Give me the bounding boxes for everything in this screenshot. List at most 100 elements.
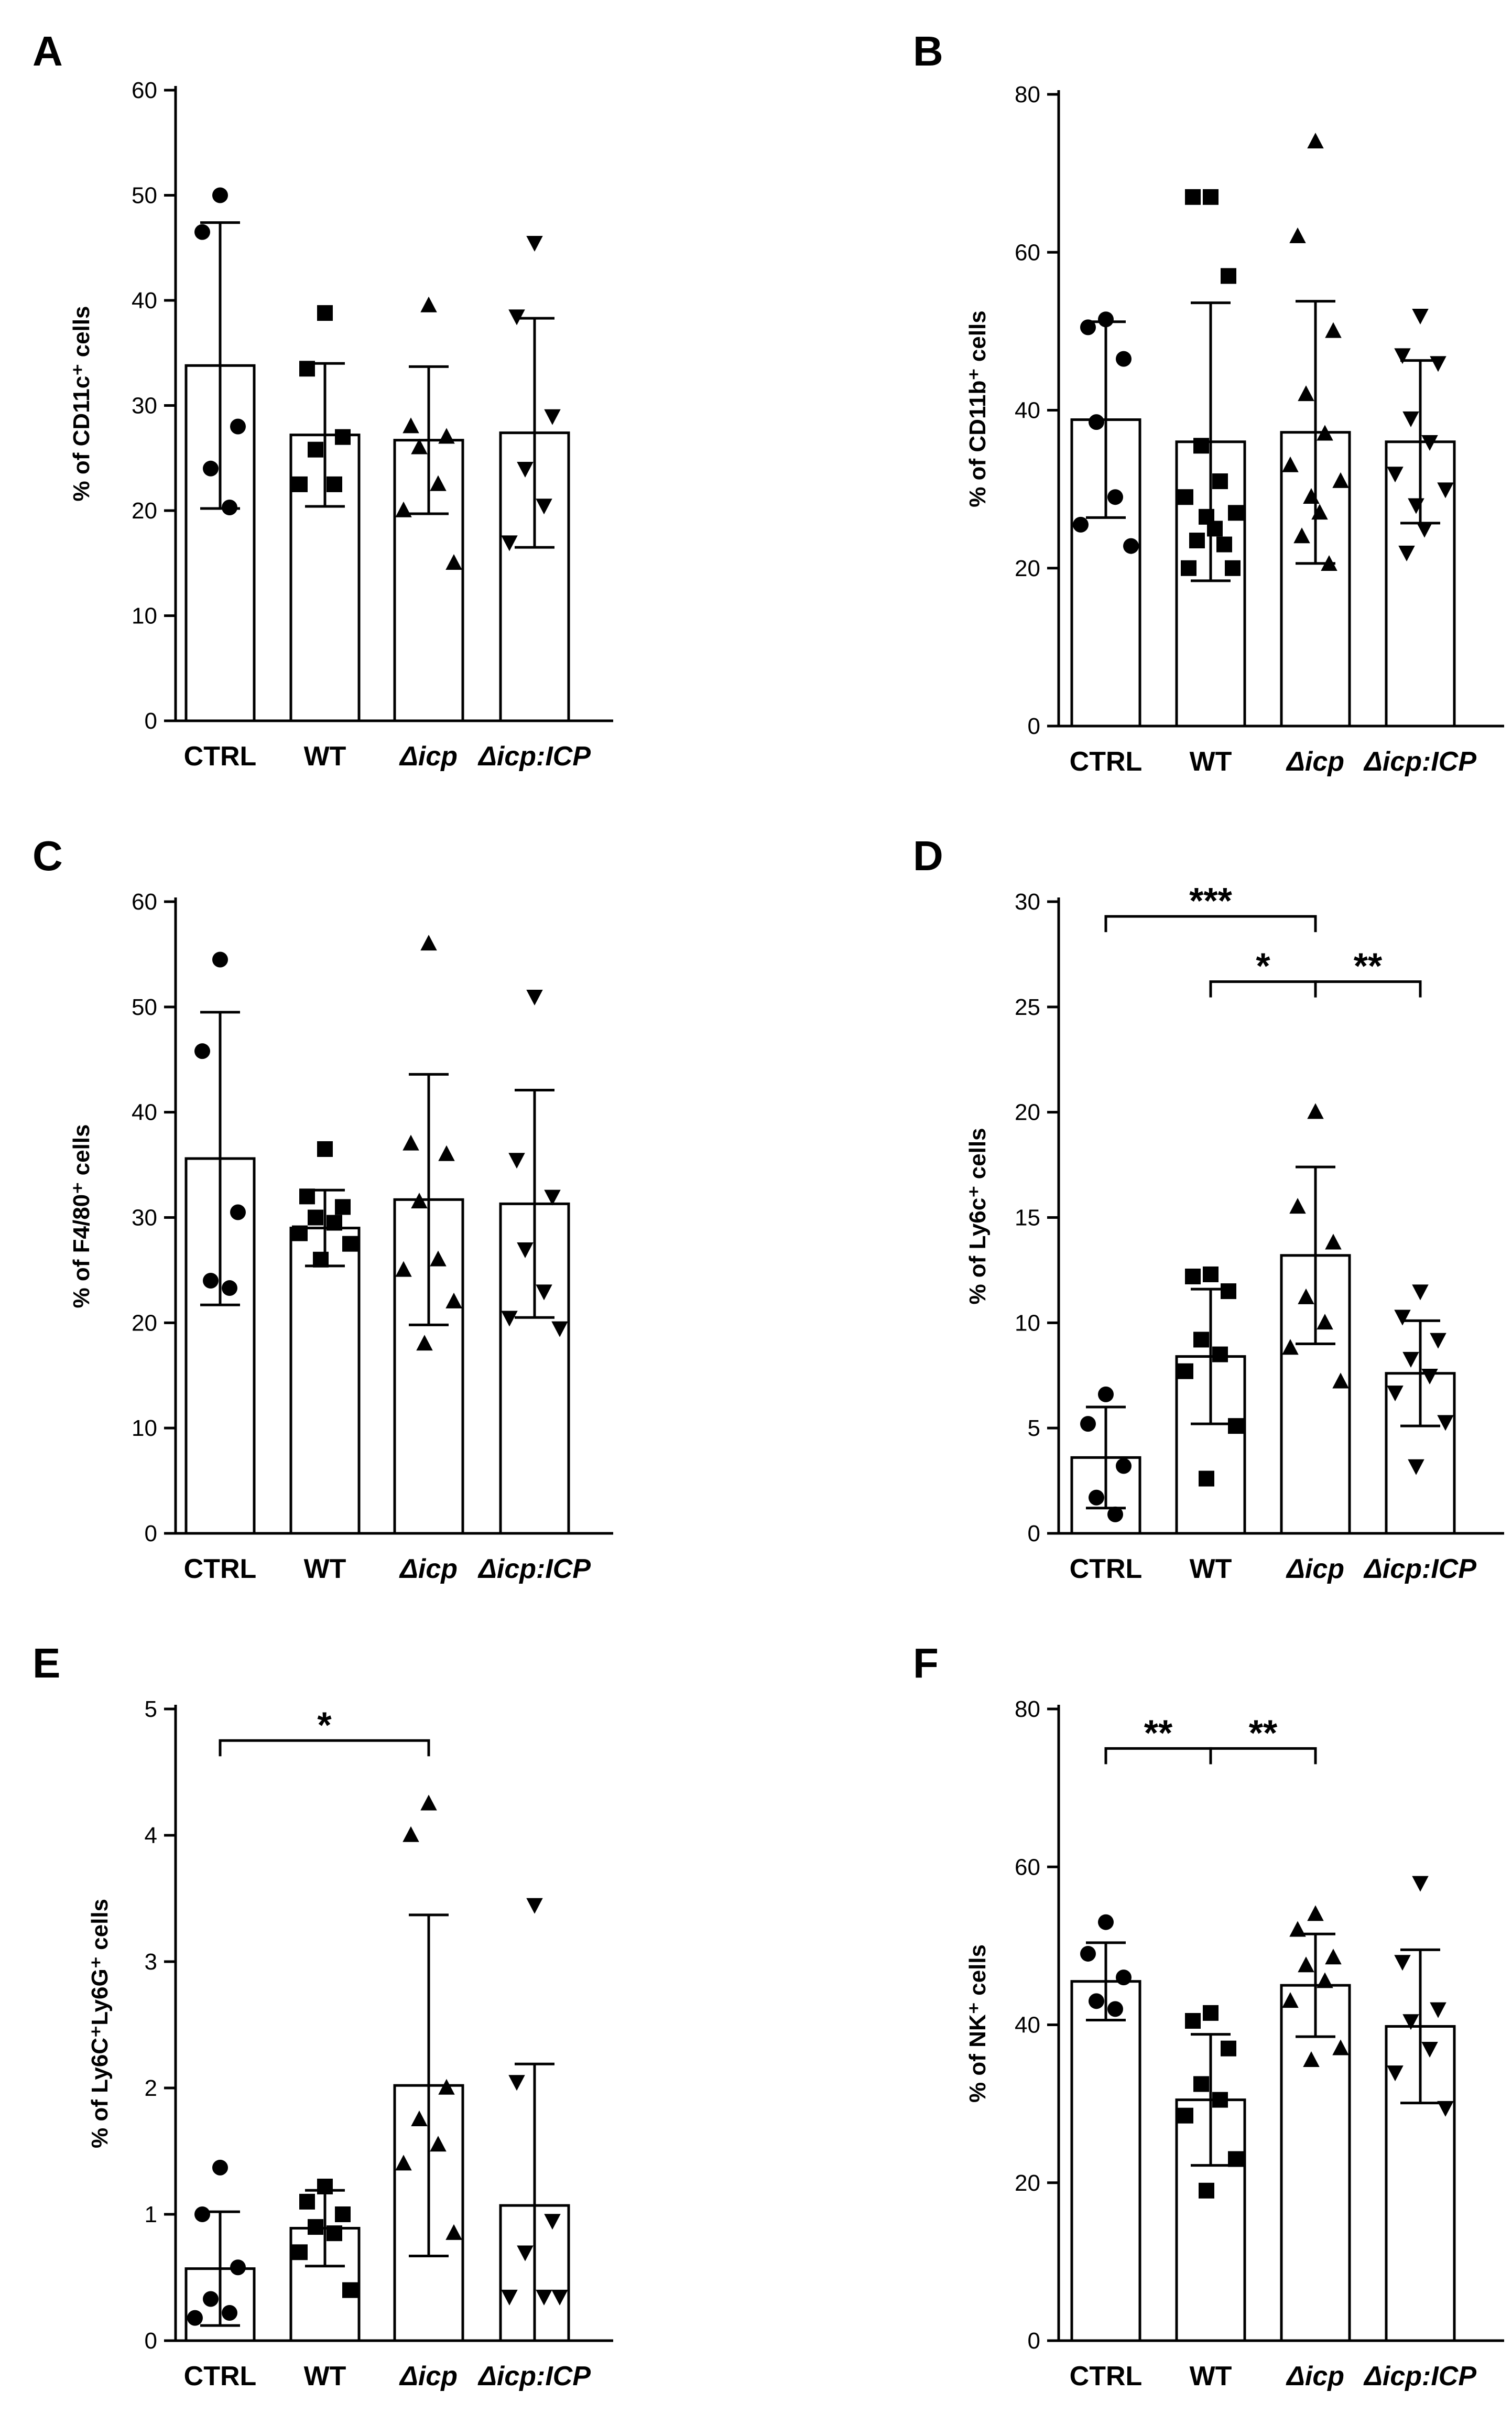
data-point — [1421, 2041, 1438, 2058]
bar-2 — [1280, 1984, 1351, 2342]
data-point — [1289, 227, 1306, 243]
data-point — [1216, 536, 1232, 553]
data-point — [292, 2244, 308, 2260]
data-point — [1080, 1416, 1096, 1432]
panel-letter: C — [32, 832, 63, 879]
data-point — [1437, 482, 1454, 499]
data-point — [517, 1242, 534, 1258]
data-point — [203, 2291, 219, 2307]
data-point — [1412, 1876, 1429, 1892]
data-point — [508, 2075, 525, 2091]
data-point — [1221, 1283, 1236, 1300]
data-point — [212, 187, 228, 203]
data-point — [1178, 2107, 1193, 2124]
panel-letter: D — [913, 832, 943, 879]
y-tick-label: 20 — [1015, 2170, 1040, 2196]
data-point — [1207, 521, 1223, 537]
y-tick-label: 10 — [132, 603, 157, 629]
y-tick-label: 60 — [132, 889, 157, 915]
data-point — [230, 418, 246, 435]
data-point — [1107, 2001, 1123, 2017]
data-point — [1321, 555, 1337, 571]
data-point — [526, 990, 543, 1005]
data-point — [292, 1225, 308, 1241]
x-tick-label: CTRL — [1070, 2361, 1143, 2391]
data-point — [1199, 2182, 1214, 2199]
data-point — [1282, 1992, 1299, 2008]
data-point — [517, 2245, 534, 2261]
data-point — [1185, 189, 1201, 205]
data-point — [317, 305, 333, 321]
data-point — [203, 1273, 219, 1289]
data-point — [1430, 1333, 1446, 1349]
data-point — [420, 935, 437, 951]
y-tick-label: 15 — [1015, 1205, 1040, 1231]
data-point — [1317, 425, 1333, 441]
data-point — [438, 428, 455, 444]
data-point — [1325, 1949, 1342, 1965]
data-point — [1311, 504, 1328, 520]
data-point — [395, 1261, 412, 1277]
data-point — [212, 951, 228, 968]
data-point — [299, 361, 315, 377]
data-point — [1298, 385, 1314, 402]
data-point — [335, 1199, 351, 1215]
data-point — [1437, 1415, 1454, 1431]
data-point — [395, 2155, 412, 2171]
data-point — [1332, 2039, 1349, 2055]
x-tick-label: Δicp:ICP — [477, 741, 591, 772]
data-point — [1116, 351, 1132, 367]
significance-label: ** — [1354, 946, 1383, 987]
y-tick-label: 25 — [1015, 994, 1040, 1020]
y-tick-label: 10 — [132, 1415, 157, 1441]
x-tick-label: Δicp — [1286, 2361, 1344, 2391]
data-point — [1282, 1339, 1299, 1355]
panel-f: F 0 20 40 60 80 % of NK⁺ cells CTRL WT Δicp Δicp:I… — [913, 1640, 1504, 2391]
y-tick-label: 0 — [1028, 2328, 1040, 2354]
data-point — [1307, 133, 1324, 149]
x-tick-label: CTRL — [1070, 1554, 1143, 1584]
data-point — [1282, 456, 1299, 472]
data-point — [317, 1141, 333, 1157]
data-point — [508, 309, 525, 326]
data-point — [194, 1043, 210, 1059]
data-point — [1412, 1284, 1429, 1301]
y-tick-label: 20 — [132, 1310, 157, 1336]
data-point — [395, 501, 412, 517]
data-point — [1212, 1346, 1228, 1362]
y-tick-label: 0 — [1028, 1521, 1040, 1546]
data-point — [1416, 522, 1433, 538]
significance-bracket — [1314, 980, 1422, 998]
data-point — [335, 2206, 351, 2222]
x-tick-label: Δicp:ICP — [1363, 1554, 1476, 1584]
panel-e: E 0 1 2 3 4 5 % of Ly6C⁺Ly6G⁺ cells CTRL WT Δicp Δi… — [32, 1640, 613, 2391]
bar-0 — [1070, 1980, 1141, 2342]
x-tick-label: Δicp — [399, 741, 458, 772]
data-point — [1080, 319, 1096, 336]
data-point — [299, 2193, 315, 2210]
data-point — [1307, 1103, 1324, 1119]
data-point — [1317, 1314, 1333, 1330]
y-axis-label: % of CD11b⁺ cells — [965, 310, 991, 507]
data-point — [222, 2304, 237, 2321]
data-point — [292, 476, 308, 492]
x-tick-label: Δicp — [1286, 1554, 1344, 1584]
panel-c: C 0 10 20 30 40 50 60 % of F4/80⁺ cells CTRL WT Δic… — [32, 832, 613, 1584]
y-tick-label: 5 — [145, 1696, 157, 1722]
data-point — [501, 535, 518, 551]
data-point — [1298, 1956, 1314, 1973]
data-point — [1185, 1268, 1201, 1284]
data-point — [1181, 560, 1196, 576]
y-tick-label: 40 — [132, 1100, 157, 1126]
data-point — [1303, 488, 1320, 504]
x-tick-label: Δicp — [1286, 746, 1344, 777]
data-point — [1317, 1972, 1333, 1988]
data-point — [342, 2282, 358, 2298]
data-point — [1089, 414, 1104, 430]
y-axis-label: % of Ly6c⁺ cells — [965, 1128, 991, 1304]
data-point — [1394, 1955, 1411, 1971]
x-tick-label: CTRL — [184, 741, 257, 772]
data-point — [1107, 1506, 1123, 1522]
panel-letter: A — [32, 28, 63, 74]
